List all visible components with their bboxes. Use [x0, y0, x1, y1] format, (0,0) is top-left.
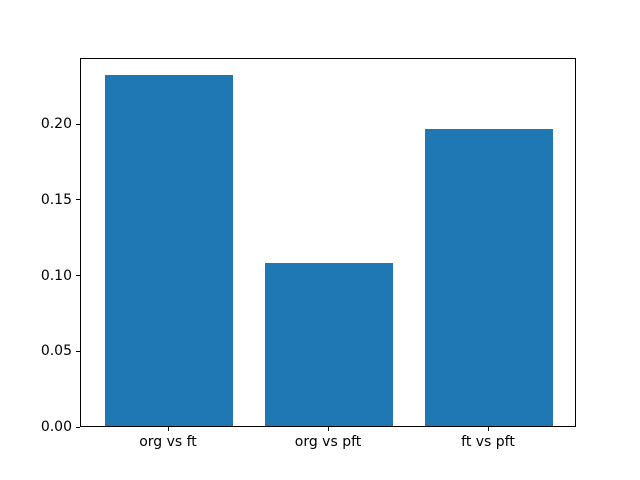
x-tick-label: org vs ft: [139, 434, 197, 451]
y-tick-label: 0.20: [40, 116, 72, 133]
x-tick-mark: [487, 427, 489, 432]
bar-org-vs-pft: [265, 262, 393, 427]
y-tick-mark: [76, 199, 80, 201]
y-tick-label: 0.00: [40, 419, 72, 436]
bar-ft-vs-pft: [425, 129, 553, 427]
x-tick-mark: [167, 427, 169, 432]
y-tick-label: 0.15: [40, 191, 72, 208]
y-tick-label: 0.10: [40, 267, 72, 284]
y-tick-mark: [76, 123, 80, 125]
y-tick-mark: [76, 426, 80, 428]
x-tick-mark: [327, 427, 329, 432]
y-tick-label: 0.05: [40, 343, 72, 360]
x-tick-label: org vs pft: [294, 434, 362, 451]
y-tick-mark: [76, 350, 80, 352]
x-tick-label: ft vs pft: [461, 434, 515, 451]
plot-area: [80, 57, 576, 428]
bar-org-vs-ft: [105, 74, 233, 427]
y-tick-mark: [76, 275, 80, 277]
